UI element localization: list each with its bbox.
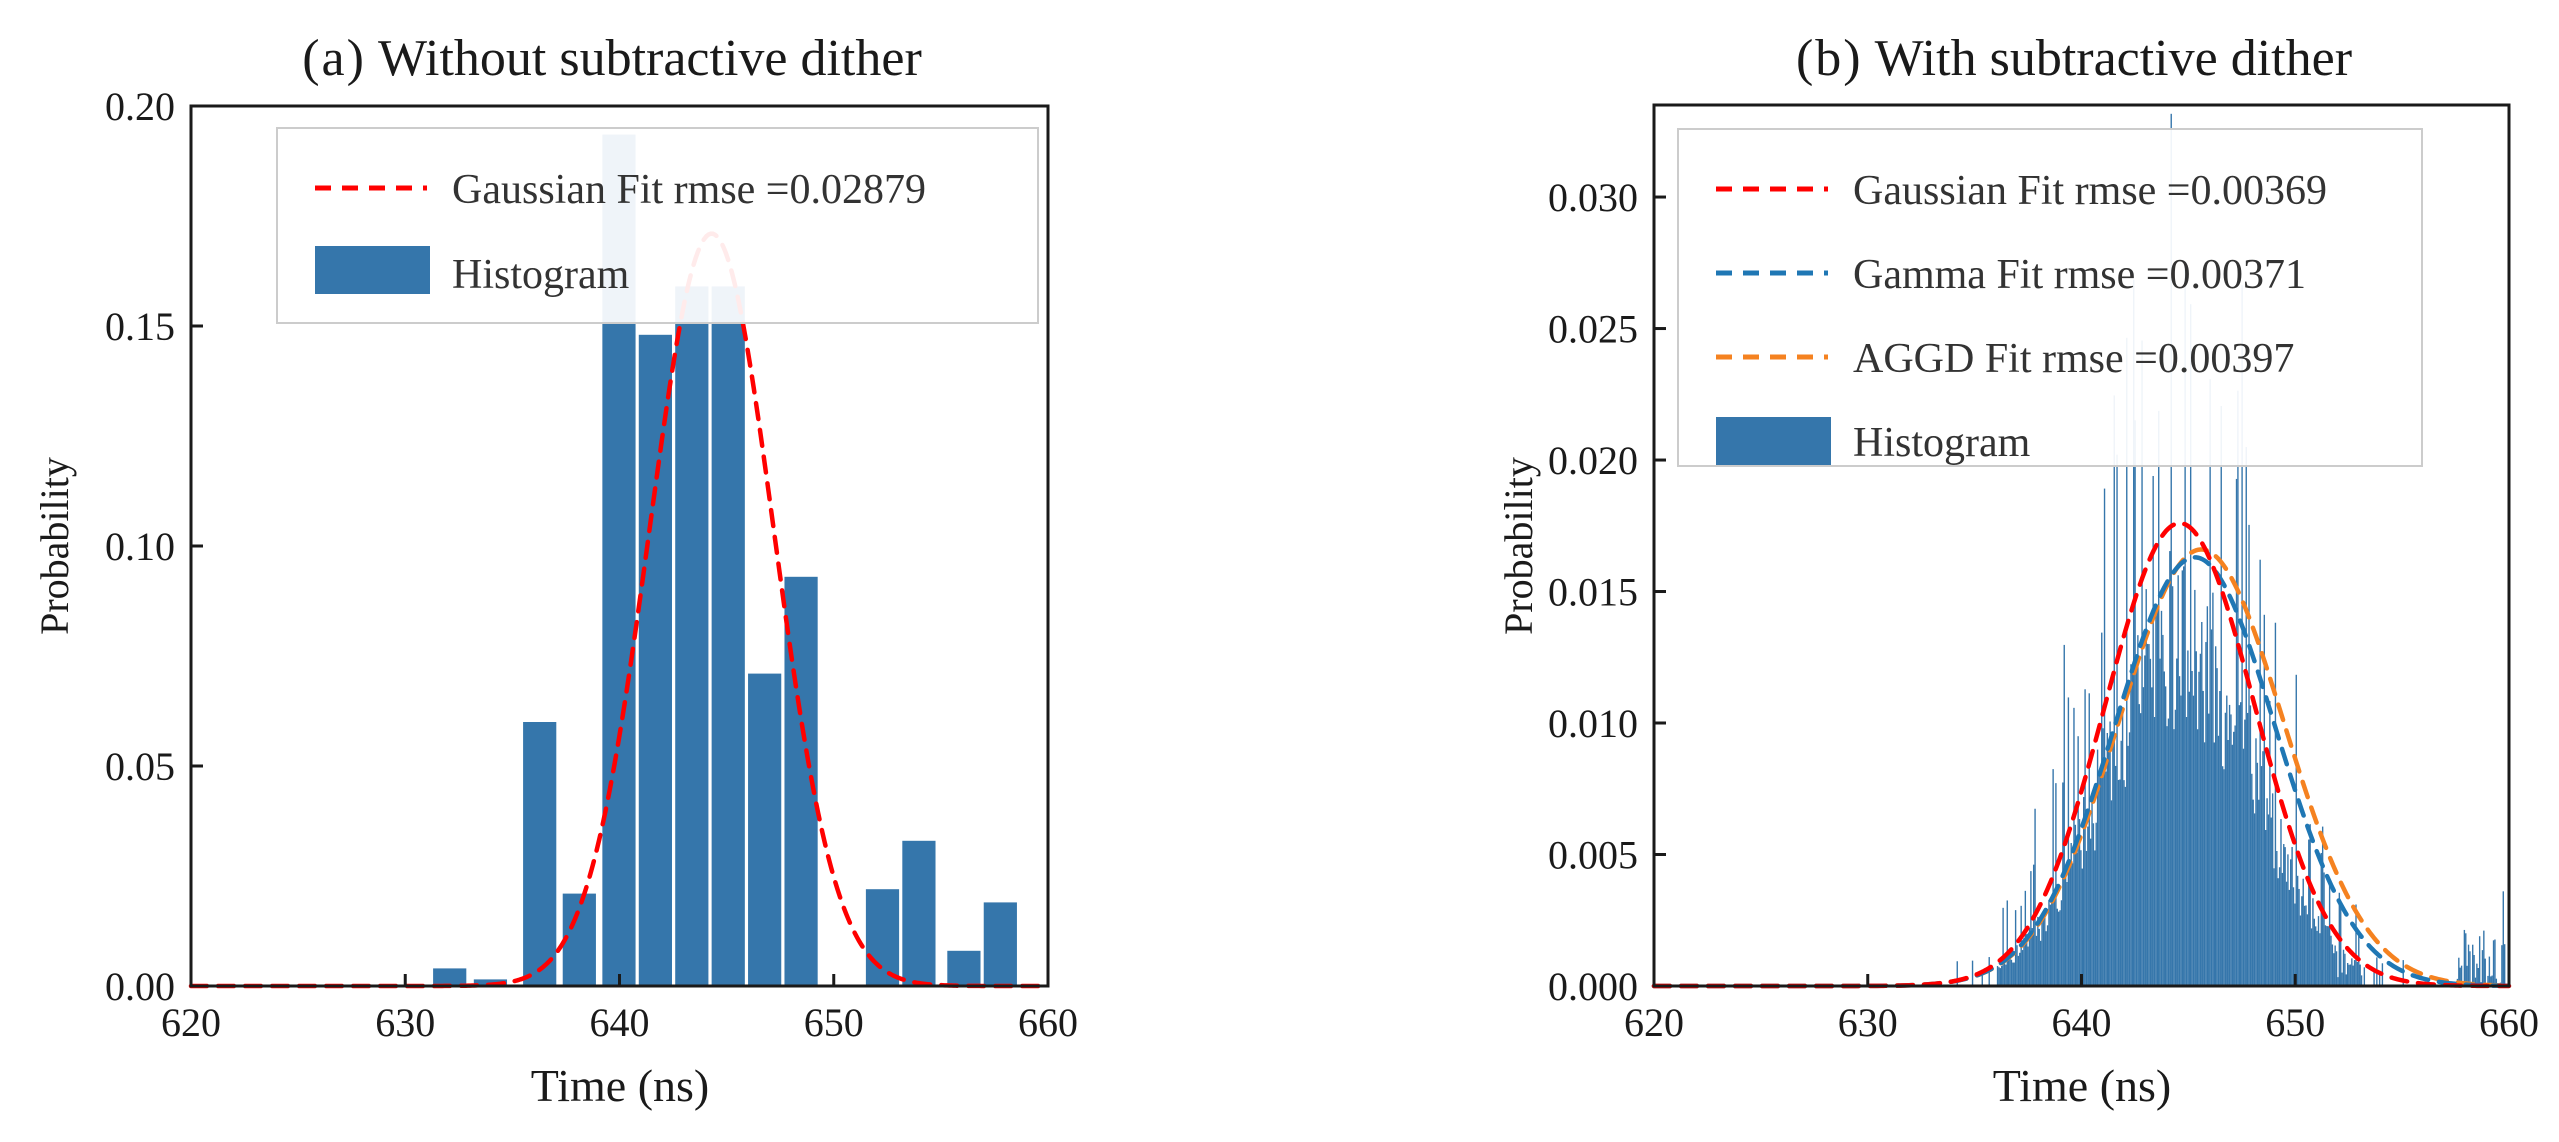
svg-text:Probability: Probability	[32, 457, 77, 635]
svg-text:650: 650	[804, 1000, 864, 1045]
svg-text:640: 640	[590, 1000, 650, 1045]
svg-text:0.10: 0.10	[105, 524, 175, 569]
svg-text:0.05: 0.05	[105, 744, 175, 789]
svg-text:650: 650	[2265, 1000, 2325, 1045]
svg-text:0.005: 0.005	[1548, 833, 1638, 878]
svg-text:0.030: 0.030	[1548, 175, 1638, 220]
svg-text:0.20: 0.20	[105, 84, 175, 129]
svg-text:AGGD Fit rmse =0.00397: AGGD Fit rmse =0.00397	[1853, 336, 2294, 382]
svg-text:(b) With subtractive dither: (b) With subtractive dither	[1796, 30, 2352, 87]
svg-text:0.015: 0.015	[1548, 570, 1638, 615]
svg-text:(a) Without subtractive dither: (a) Without subtractive dither	[302, 30, 922, 87]
svg-text:630: 630	[375, 1000, 435, 1045]
svg-text:Gamma Fit rmse =0.00371: Gamma Fit rmse =0.00371	[1853, 252, 2306, 298]
svg-text:620: 620	[1624, 1000, 1684, 1045]
svg-text:Time (ns): Time (ns)	[531, 1060, 710, 1111]
svg-text:0.025: 0.025	[1548, 307, 1638, 352]
svg-text:640: 640	[2052, 1000, 2112, 1045]
svg-text:620: 620	[161, 1000, 221, 1045]
svg-text:660: 660	[2479, 1000, 2539, 1045]
svg-text:0.020: 0.020	[1548, 438, 1638, 483]
svg-text:660: 660	[1018, 1000, 1078, 1045]
svg-text:630: 630	[1838, 1000, 1898, 1045]
svg-text:Time (ns): Time (ns)	[1993, 1060, 2172, 1111]
svg-text:Histogram: Histogram	[1853, 420, 2031, 466]
svg-text:Histogram: Histogram	[452, 252, 630, 298]
svg-text:Gaussian Fit rmse =0.00369: Gaussian Fit rmse =0.00369	[1853, 168, 2327, 214]
svg-text:Probability: Probability	[1496, 457, 1541, 635]
svg-text:0.15: 0.15	[105, 304, 175, 349]
svg-text:0.010: 0.010	[1548, 701, 1638, 746]
svg-text:Gaussian Fit rmse =0.02879: Gaussian Fit rmse =0.02879	[452, 167, 926, 213]
